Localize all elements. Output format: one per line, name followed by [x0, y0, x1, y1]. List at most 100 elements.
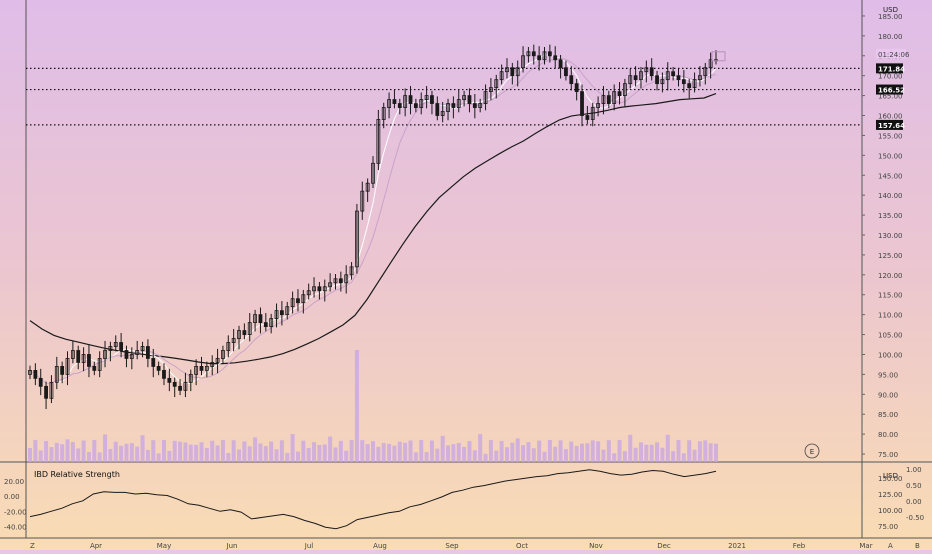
rs-right-tick-label-b: 0.50 — [906, 482, 922, 490]
candle-body — [483, 91, 488, 104]
volume-bar — [226, 453, 231, 462]
volume-bar — [178, 441, 183, 462]
volume-bar — [295, 451, 300, 462]
volume-bar — [220, 440, 225, 462]
candle-body — [290, 298, 295, 308]
candle-body — [188, 373, 193, 383]
volume-bar — [156, 453, 161, 462]
volume-bar — [145, 449, 150, 462]
volume-bar — [279, 440, 284, 462]
volume-bar — [387, 443, 392, 462]
volume-bar — [129, 443, 134, 462]
candle-body — [312, 286, 316, 292]
volume-bar — [521, 445, 526, 462]
candle-body — [333, 278, 338, 284]
price-axis-tick-label: 130.00 — [878, 232, 903, 240]
volume-bar — [419, 440, 424, 462]
candle-body — [253, 314, 257, 324]
price-axis-tick-label: 185.00 — [878, 13, 903, 21]
volume-bar — [655, 442, 660, 462]
candle-body — [681, 79, 686, 85]
volume-bar — [429, 440, 434, 462]
volume-bar — [322, 444, 327, 462]
candle-body — [108, 346, 113, 351]
price-tag-label: 157.64 — [878, 122, 905, 130]
candle-body — [687, 83, 692, 89]
time-axis-label: Feb — [793, 542, 806, 550]
volume-bar — [119, 445, 124, 462]
moving-average-medium-line — [29, 57, 717, 384]
volume-bar — [526, 442, 531, 462]
candle-body — [60, 366, 65, 375]
volume-bar — [44, 441, 49, 462]
candle-body — [210, 362, 215, 367]
volume-bar — [365, 444, 370, 462]
time-axis-label: Jun — [226, 542, 238, 550]
candle-body — [596, 103, 600, 108]
candle-body — [119, 342, 124, 351]
volume-bar — [247, 446, 252, 462]
volume-bar — [183, 442, 188, 462]
candle-body — [371, 162, 375, 184]
volume-bar — [124, 443, 129, 462]
candle-body — [649, 67, 654, 77]
volume-bar — [344, 450, 349, 462]
volume-bar — [188, 444, 193, 462]
volume-bar — [515, 438, 520, 462]
price-axis-tick-label: 120.00 — [878, 272, 903, 280]
time-axis-label: Oct — [516, 542, 528, 550]
earnings-marker[interactable] — [804, 443, 820, 459]
price-tag-box — [876, 63, 903, 74]
candle-body — [355, 210, 359, 268]
volume-bar — [451, 444, 456, 462]
price-axis-tick-label: 75.00 — [878, 451, 898, 459]
candle-body — [28, 369, 32, 375]
volume-bar — [167, 450, 172, 462]
volume-bar — [558, 440, 563, 462]
volume-bar — [242, 441, 247, 462]
volume-bar — [504, 447, 509, 462]
volume-bar — [687, 440, 692, 462]
candle-body — [194, 366, 199, 375]
volume-bar — [494, 450, 499, 462]
candle-body — [397, 103, 402, 108]
candle-body — [698, 75, 702, 81]
volume-bar — [285, 452, 290, 462]
volume-bar — [376, 446, 381, 462]
time-axis-label: 2021 — [728, 542, 746, 550]
candle-body — [103, 350, 107, 359]
volume-bar — [49, 447, 54, 462]
volume-bar — [612, 453, 617, 462]
volume-bar — [381, 443, 386, 462]
moving-average-long-line — [29, 93, 717, 365]
volume-bar — [290, 434, 295, 462]
volume-bar — [671, 451, 676, 462]
moving-average-short-line — [29, 54, 717, 385]
rs-currency-label: USD — [883, 472, 898, 480]
candle-body — [285, 306, 290, 316]
candle-body — [221, 350, 225, 359]
volume-bar — [660, 447, 665, 462]
candle-body — [413, 103, 418, 108]
candle-body — [49, 381, 54, 399]
candle-body — [76, 350, 81, 363]
candle-body — [547, 51, 552, 57]
candle-body — [446, 103, 450, 112]
candle-body — [129, 354, 134, 359]
volume-bar — [103, 434, 108, 462]
rs-right-tick-label-a: 75.00 — [878, 523, 898, 531]
volume-bar — [697, 441, 702, 462]
volume-bar — [76, 448, 81, 462]
volume-bar — [708, 443, 713, 462]
candle-body — [515, 67, 520, 77]
volume-bar — [371, 441, 375, 462]
candle-body — [322, 286, 327, 292]
volume-bar — [113, 441, 118, 462]
volume-bar — [38, 450, 43, 462]
volume-bar — [472, 450, 477, 462]
candle-body — [338, 278, 343, 284]
candle-body — [113, 342, 118, 347]
price-axis-tick-label: 180.00 — [878, 33, 903, 41]
candle-body — [424, 95, 429, 100]
